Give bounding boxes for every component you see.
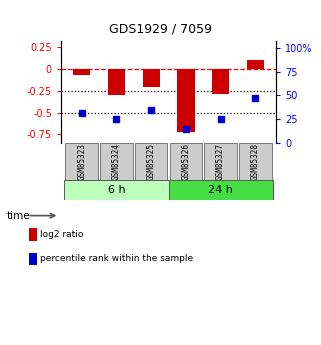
Bar <box>212 69 229 94</box>
Bar <box>29 253 37 265</box>
Text: GSM85324: GSM85324 <box>112 143 121 180</box>
Bar <box>204 143 237 180</box>
Bar <box>169 143 202 180</box>
Bar <box>65 180 169 200</box>
Text: time: time <box>6 211 30 220</box>
Text: GSM85323: GSM85323 <box>77 143 86 180</box>
Text: GSM85325: GSM85325 <box>147 143 156 180</box>
Bar <box>169 180 273 200</box>
Text: GSM85328: GSM85328 <box>251 143 260 180</box>
Text: 24 h: 24 h <box>208 185 233 195</box>
Bar <box>177 69 195 131</box>
Bar <box>29 228 37 241</box>
Bar <box>73 69 91 75</box>
Text: 6 h: 6 h <box>108 185 125 195</box>
Text: GSM85326: GSM85326 <box>181 143 190 180</box>
Text: GDS1929 / 7059: GDS1929 / 7059 <box>109 22 212 36</box>
Bar <box>135 143 168 180</box>
Bar <box>108 69 125 95</box>
Text: percentile rank within the sample: percentile rank within the sample <box>40 254 193 263</box>
Text: log2 ratio: log2 ratio <box>40 230 83 239</box>
Bar <box>65 143 98 180</box>
Bar <box>247 60 264 69</box>
Bar <box>239 143 272 180</box>
Text: GSM85327: GSM85327 <box>216 143 225 180</box>
Bar <box>100 143 133 180</box>
Bar <box>143 69 160 87</box>
